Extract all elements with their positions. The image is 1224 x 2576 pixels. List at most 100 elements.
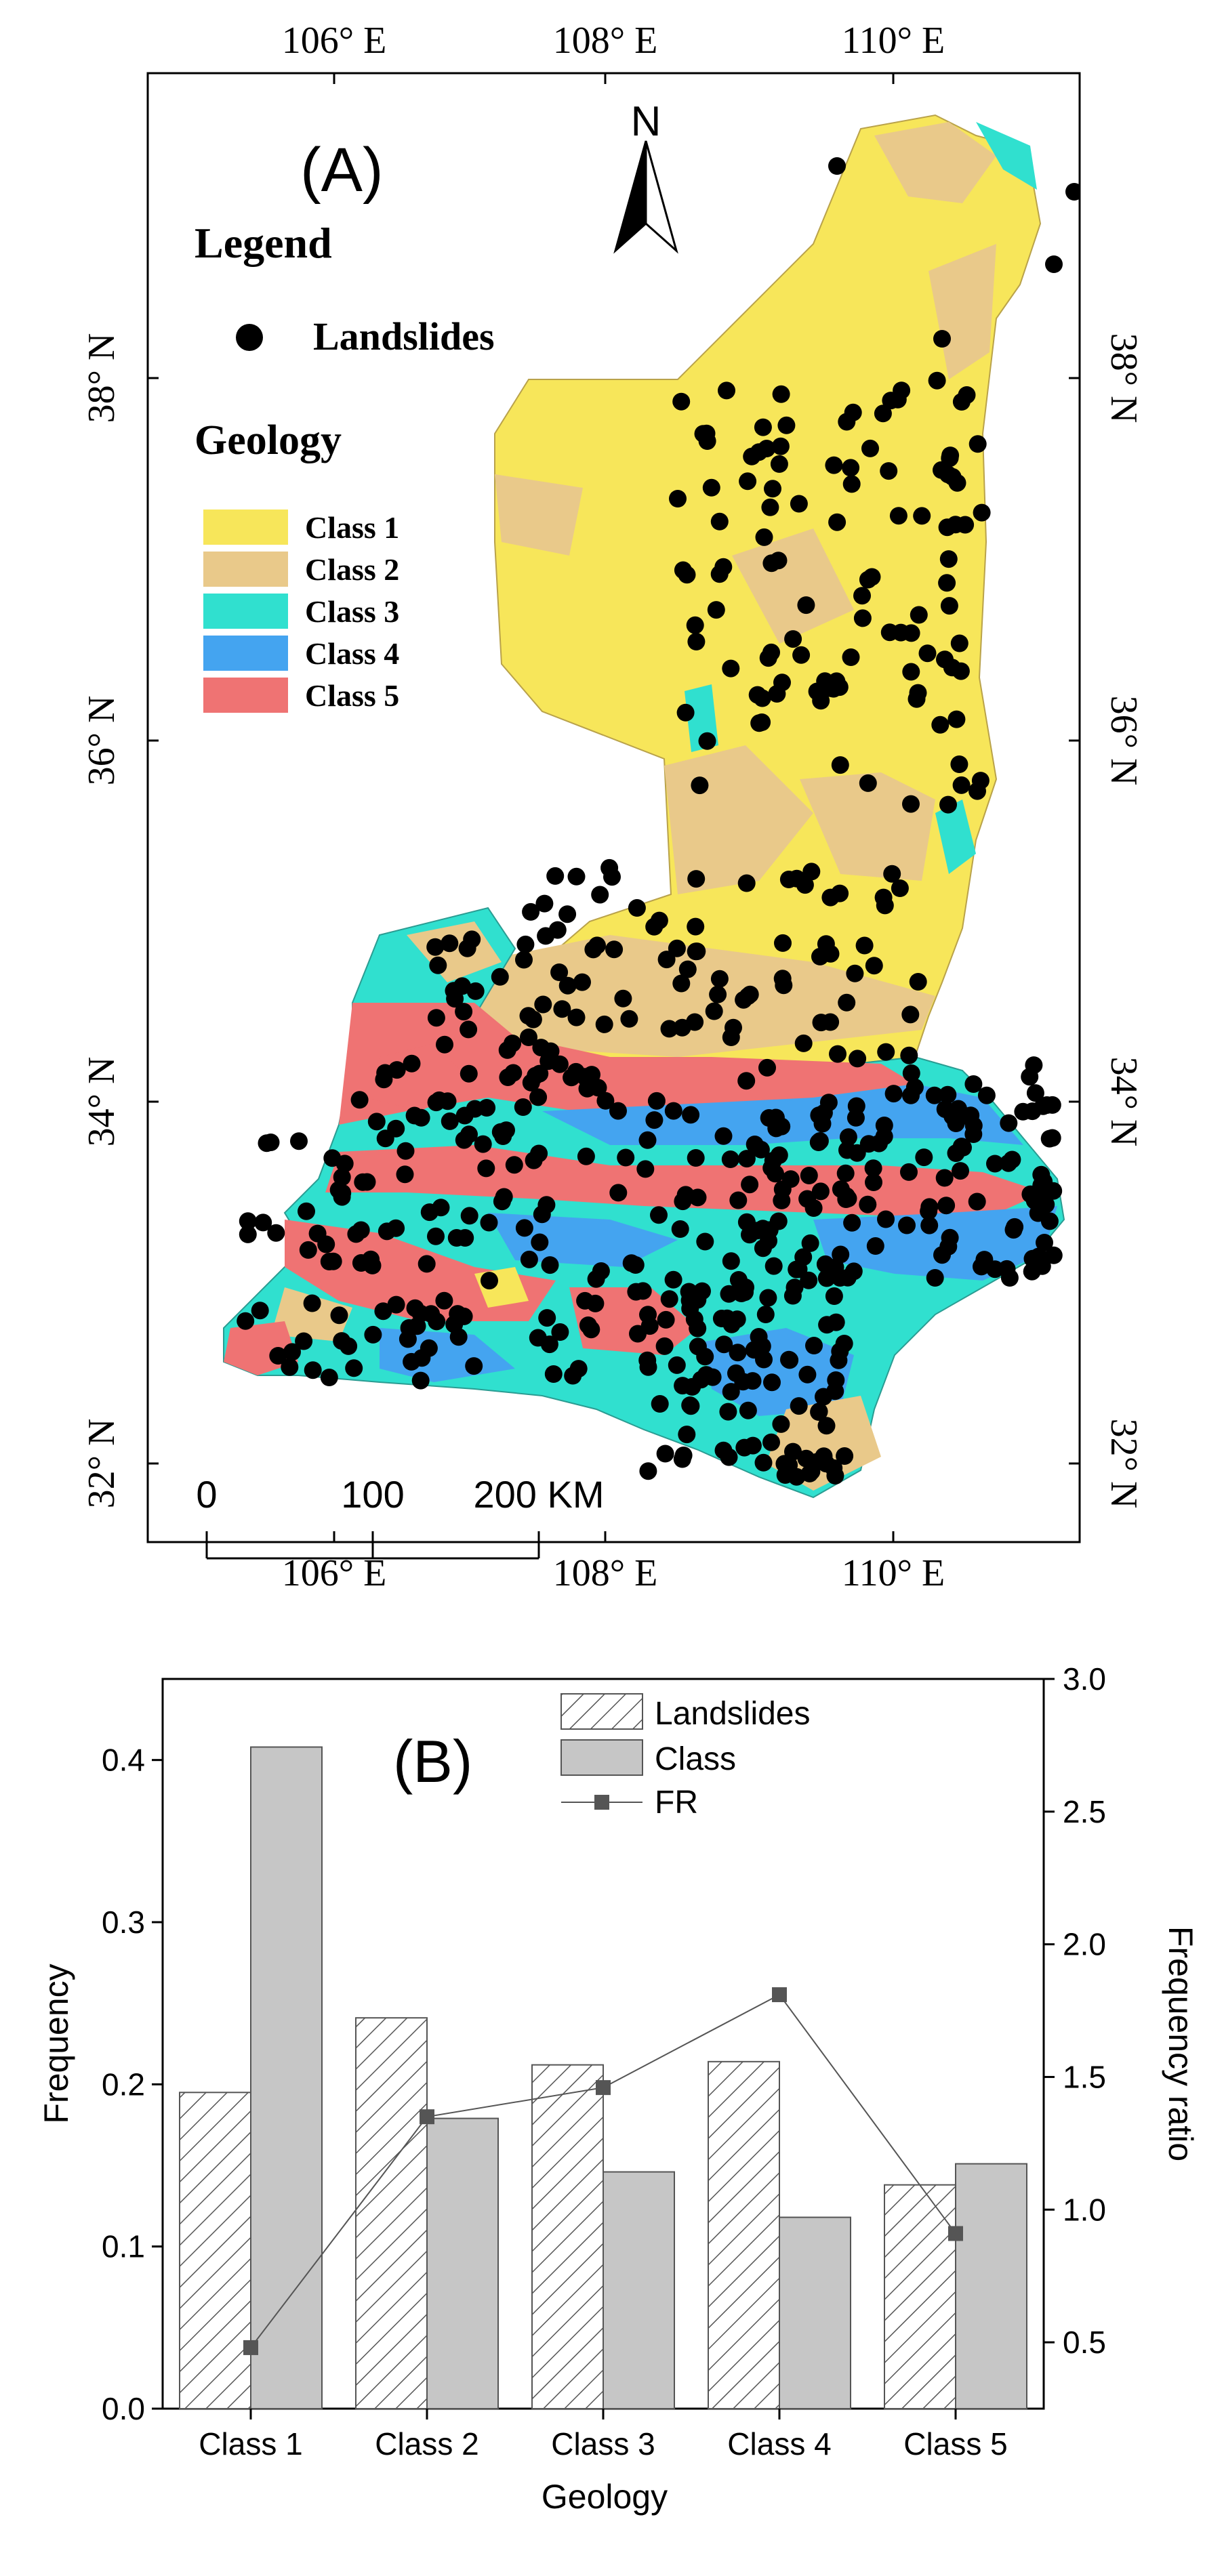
landslide-point [515, 951, 533, 969]
class-legend-label-1: Class 1 [305, 510, 399, 545]
north-label: N [631, 98, 661, 145]
landslide-point [737, 1072, 756, 1090]
landslide-point [769, 552, 788, 570]
landslide-point [941, 449, 959, 467]
landslide-point [463, 930, 481, 949]
landslide-point [811, 1132, 829, 1150]
landslide-point [696, 1348, 714, 1366]
landslide-point [1036, 1234, 1053, 1251]
x-axis-label: Geology [542, 2478, 668, 2516]
landslide-point [710, 565, 729, 583]
landslide-point [352, 1254, 370, 1272]
landslide-point [354, 1173, 372, 1191]
landslide-point [429, 956, 447, 974]
y-axis-label: Frequency [37, 1964, 75, 2123]
landslide-point [541, 1256, 559, 1274]
landslide-point [790, 495, 808, 513]
y-tick-label: 0.2 [102, 2066, 145, 2102]
landslide-point [682, 1397, 700, 1415]
landslide-point [553, 1000, 571, 1018]
landslide-point [843, 1213, 861, 1232]
landslide-point [441, 934, 459, 953]
landslide-point [964, 1075, 983, 1093]
y-tick-label: 0.0 [102, 2391, 145, 2426]
landslide-point [947, 710, 966, 728]
landslide-point [676, 703, 695, 722]
landslide-point [764, 1257, 783, 1275]
landslide-point [304, 1361, 322, 1379]
landslide-point [303, 1294, 321, 1312]
y-tick-label: 0.1 [102, 2229, 145, 2264]
landslide-point [320, 1369, 338, 1386]
landslide-point [764, 1152, 782, 1169]
y2-tick-label: 1.0 [1063, 2192, 1106, 2227]
landslide-point [952, 1162, 969, 1180]
landslide-point [432, 1199, 450, 1217]
landslide-point [767, 1108, 785, 1127]
landslide-point [728, 1310, 746, 1329]
landslide-point [968, 435, 987, 453]
landslide-point [589, 1079, 607, 1097]
landslide-point [573, 973, 591, 991]
lat-label-left-3: 34° N [81, 1057, 123, 1147]
landslide-point [920, 1198, 939, 1216]
landslide-point [534, 995, 552, 1014]
landslide-point [299, 1241, 317, 1259]
landslide-point [269, 1347, 287, 1365]
landslide-point [576, 1291, 594, 1310]
legend-title: Legend [195, 219, 332, 267]
landslide-point [330, 1306, 348, 1325]
lat-label-right-1: 38° N [1103, 333, 1145, 423]
landslide-point [551, 1323, 569, 1341]
landslide-point [939, 550, 958, 568]
landslides-bar-5 [884, 2184, 956, 2409]
landslide-point [977, 1086, 996, 1104]
landslide-point [687, 917, 705, 936]
landslide-point [902, 663, 920, 681]
landslide-point [928, 371, 946, 390]
landslide-point [722, 659, 740, 678]
landslide-point [657, 1310, 675, 1329]
legend-marker-fr [594, 1795, 609, 1810]
landslide-point [522, 902, 540, 921]
y2-tick-label: 2.0 [1063, 1927, 1106, 1962]
landslide-point [333, 1168, 351, 1186]
landslide-point [645, 917, 664, 936]
landslide-point [763, 1373, 781, 1392]
landslide-point [691, 776, 709, 795]
landslide-point [786, 1279, 804, 1297]
landslide-point [968, 1192, 986, 1211]
landslide-point [853, 587, 871, 605]
map-ticks [148, 73, 1080, 1542]
landslide-point [842, 648, 860, 666]
landslide-point [920, 1216, 939, 1234]
class-bar-4 [779, 2216, 851, 2409]
landslide-point [367, 1113, 386, 1131]
legend-label-fr: FR [655, 1785, 698, 1821]
landslide-point [678, 1426, 696, 1444]
landslide-point [998, 1260, 1016, 1278]
landslide-point [755, 528, 773, 546]
landslide-point [514, 1098, 532, 1116]
landslide-point [408, 1317, 426, 1335]
landslide-point [938, 574, 956, 592]
landslide-point [935, 1169, 954, 1187]
landslide-point [538, 1309, 556, 1327]
class-swatch-2 [203, 552, 288, 587]
class-swatch-5 [203, 678, 288, 713]
landslide-point [455, 1106, 474, 1125]
landslide-point [295, 1332, 313, 1350]
landslide-point [617, 1148, 635, 1167]
landslide-point [933, 330, 951, 348]
x-tick-label-2: Class 2 [375, 2426, 478, 2461]
landslide-point [829, 1045, 846, 1063]
landslide-point [767, 1165, 784, 1183]
landslide-point [855, 936, 874, 955]
landslide-point [943, 468, 962, 486]
landslide-point [761, 498, 779, 516]
class-bar-2 [426, 2117, 499, 2409]
landslide-point [627, 1283, 645, 1301]
landslide-point [902, 795, 920, 813]
lon-label-top-1: 106° E [282, 20, 387, 62]
landslide-point [918, 644, 937, 663]
